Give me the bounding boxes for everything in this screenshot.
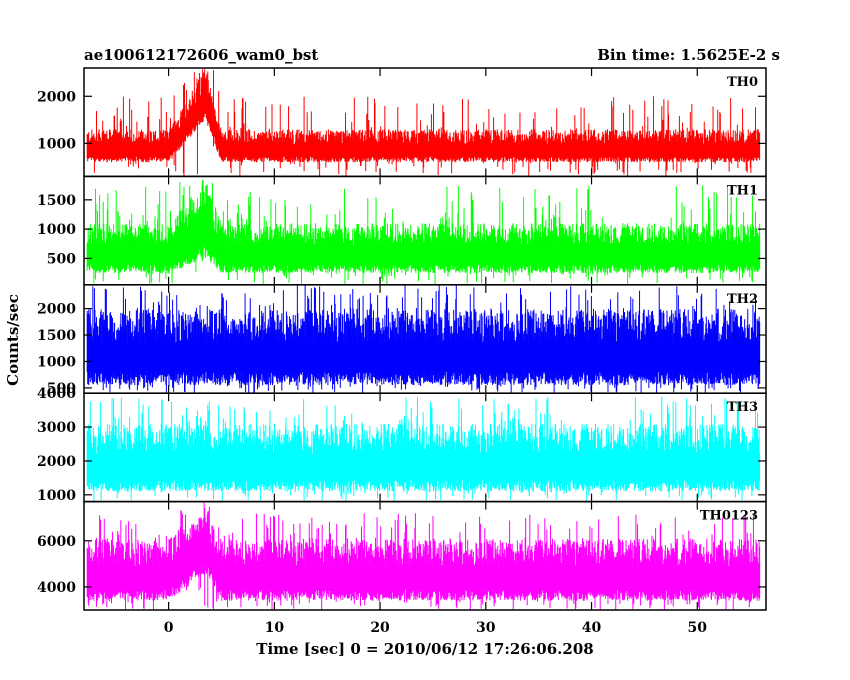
y-tick-label-th1: 1000 xyxy=(37,222,76,238)
x-axis-label: Time [sec] 0 = 2010/06/12 17:26:06.208 xyxy=(256,640,593,658)
x-tick-label: 10 xyxy=(265,620,285,636)
y-tick-label-th2: 500 xyxy=(47,381,76,397)
x-tick-label: 40 xyxy=(582,620,602,636)
chart-title: ae100612172606_wam0_bst xyxy=(84,46,318,64)
x-tick-label: 0 xyxy=(164,620,174,636)
series-line-th1 xyxy=(86,179,761,285)
y-tick-label-th1: 1500 xyxy=(37,193,76,209)
y-tick-label-th0123: 6000 xyxy=(37,534,76,550)
y-tick-label-th2: 1000 xyxy=(37,354,76,370)
panel-label-th0123: TH0123 xyxy=(700,509,758,524)
series-line-th0 xyxy=(86,69,761,177)
y-tick-label-th3: 4000 xyxy=(37,386,76,402)
panel-label-th0: TH0 xyxy=(727,75,758,90)
y-tick-label-th2: 1500 xyxy=(37,328,76,344)
series-line-th0123 xyxy=(86,502,761,610)
y-tick-label-th3: 2000 xyxy=(37,454,76,470)
series-line-th3 xyxy=(86,396,761,502)
y-tick-label-th2: 2000 xyxy=(37,302,76,318)
panel-label-th1: TH1 xyxy=(727,183,758,198)
y-tick-label-th3: 1000 xyxy=(37,488,76,504)
panel-label-th3: TH3 xyxy=(727,400,758,415)
y-tick-label-th1: 500 xyxy=(47,251,76,267)
y-axis-label: Counts/sec xyxy=(4,294,22,386)
y-tick-label-th3: 3000 xyxy=(37,420,76,436)
y-tick-label-th0: 1000 xyxy=(37,136,76,152)
bin-time-label: Bin time: 1.5625E-2 s xyxy=(597,46,780,64)
panels-group: 10002000TH050010001500TH1500100015002000… xyxy=(37,67,767,636)
series-line-th2 xyxy=(86,284,761,394)
x-tick-label: 30 xyxy=(476,620,496,636)
y-tick-label-th0: 2000 xyxy=(37,89,76,105)
panel-label-th2: TH2 xyxy=(727,292,758,307)
y-tick-label-th0123: 4000 xyxy=(37,580,76,596)
panel-frame-th0123 xyxy=(83,500,767,611)
x-tick-label: 50 xyxy=(688,620,708,636)
x-tick-label: 20 xyxy=(370,620,390,636)
